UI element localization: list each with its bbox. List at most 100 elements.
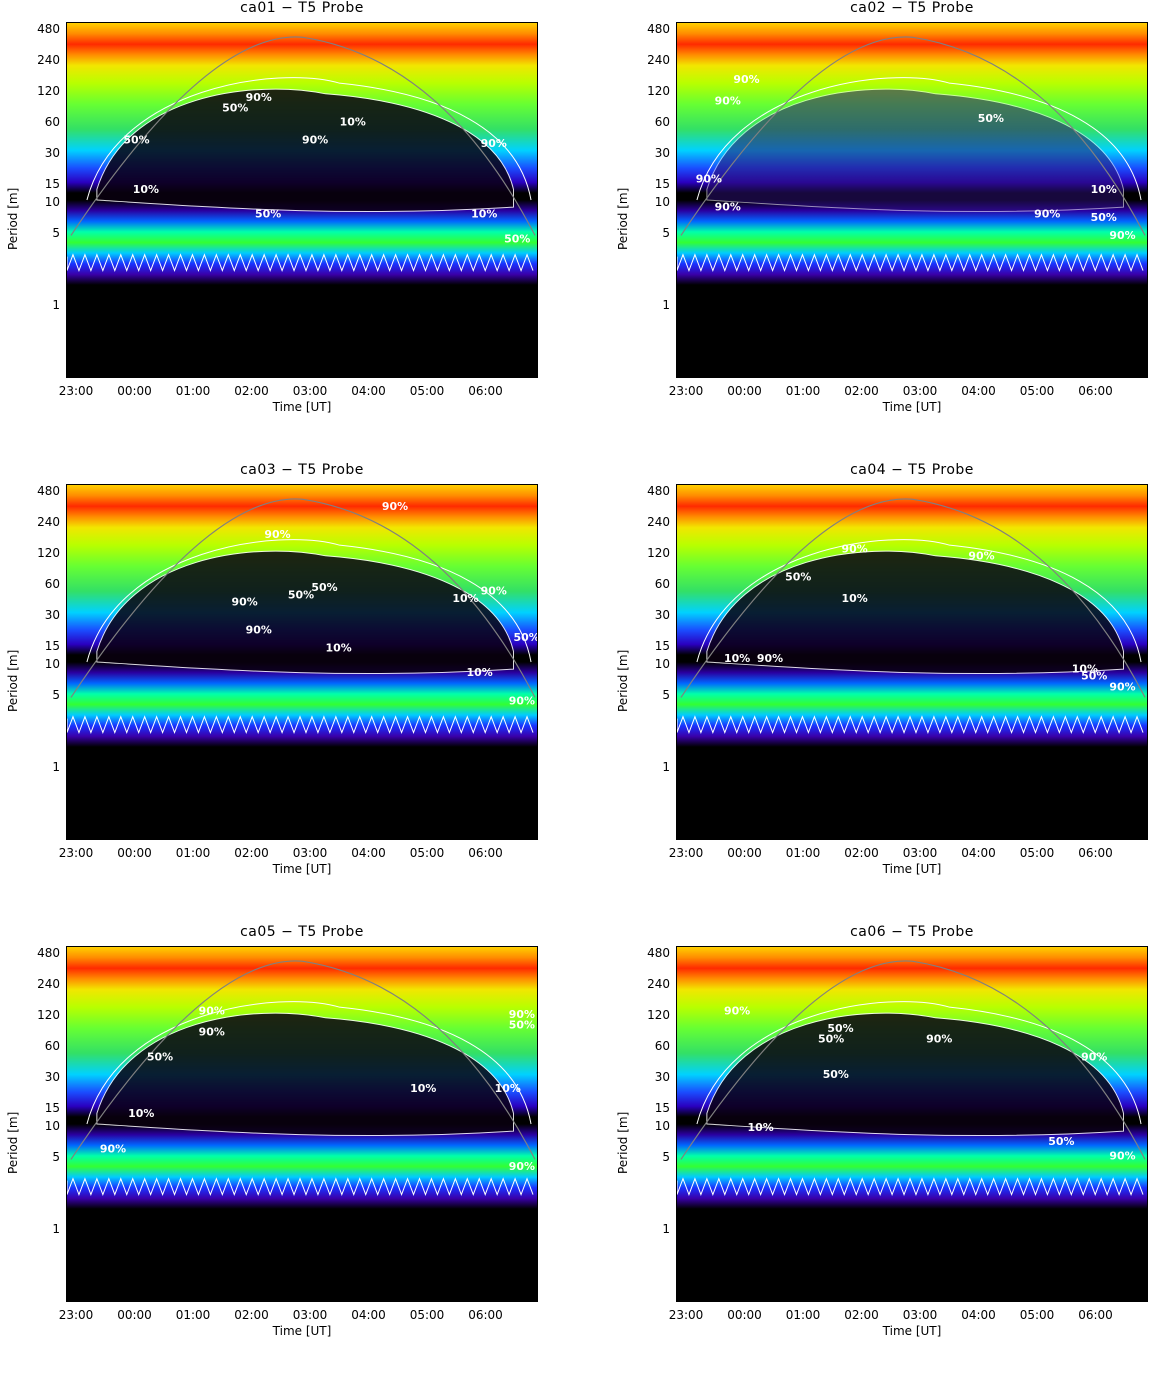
y-tick-label: 240 xyxy=(37,976,60,991)
contour-label: 90% xyxy=(715,94,741,107)
plot-area: 90%90%50%90%50%90%10%10%90%50%10%90% xyxy=(66,484,538,840)
x-axis-label: Time [UT] xyxy=(272,862,332,876)
y-tick-label: 5 xyxy=(52,1150,60,1165)
contour-label: 90% xyxy=(696,172,722,185)
x-tick-label: 23:00 xyxy=(668,1308,704,1322)
contour-label: 90% xyxy=(509,1008,535,1021)
contour-label: 50% xyxy=(222,102,248,115)
significance-contour-outer xyxy=(86,1001,532,1125)
contour-label: 90% xyxy=(264,528,290,541)
x-tick-label: 06:00 xyxy=(1078,384,1113,398)
y-axis-label: Period [m] xyxy=(616,187,630,250)
contour-label: 90% xyxy=(199,1004,225,1017)
wavelet-power-svg: 90%50%10%50% 90%10%90%50% 10%50% xyxy=(67,23,537,377)
contour-label: 90% xyxy=(842,542,868,555)
contour-label: 50% xyxy=(147,1050,173,1063)
y-tick-label: 15 xyxy=(654,638,670,653)
y-tick-label: 480 xyxy=(37,946,60,960)
x-tick-label: 05:00 xyxy=(1019,846,1055,860)
contour-label: 90% xyxy=(232,595,258,608)
wavelet-power-svg: 90%90%50%10%90%10%90%50%10%90% xyxy=(67,947,537,1301)
x-tick-label: 00:00 xyxy=(727,846,762,860)
contour-label: 10% xyxy=(326,641,352,654)
contour-label: 10% xyxy=(724,652,750,665)
x-axis-label: Time [UT] xyxy=(882,400,942,414)
y-tick-label: 30 xyxy=(654,145,670,160)
y-tick-label: 480 xyxy=(37,484,60,498)
plot-area: 90% 90% 50% 10% 90% 10% 90% 50% 10% 90% xyxy=(66,946,538,1302)
x-tick-label: 04:00 xyxy=(351,846,386,860)
contour-label: 90% xyxy=(302,133,328,146)
significance-contour xyxy=(706,550,1124,675)
contour-label: 90% xyxy=(968,549,994,562)
contour-label: 90% xyxy=(509,1160,535,1173)
cone-of-influence xyxy=(680,960,1146,1160)
contour-label: 10% xyxy=(133,183,159,196)
cone-of-influence xyxy=(70,36,536,236)
significance-contour xyxy=(706,88,1124,213)
significance-contour xyxy=(96,88,514,213)
contour-label: 50% xyxy=(823,1068,849,1081)
contour-label: 10% xyxy=(467,666,493,679)
x-tick-label: 04:00 xyxy=(961,846,996,860)
y-tick-label: 5 xyxy=(662,688,670,703)
y-tick-label: 60 xyxy=(44,114,60,129)
y-tick-label: 240 xyxy=(37,514,60,529)
noise-contour xyxy=(677,715,1144,734)
contour-label: 50% xyxy=(1091,211,1117,224)
y-tick-label: 480 xyxy=(37,22,60,36)
chart-title: ca02 − T5 Probe xyxy=(850,0,974,16)
contour-label: 90% xyxy=(757,652,783,665)
x-tick-label: 02:00 xyxy=(234,1308,269,1322)
contour-label: 90% xyxy=(1109,229,1135,242)
wavelet-panel-2: ca02 − T5 Probe 90% 90% 50% 90% 90% 10% 90% 50% 9… xyxy=(610,0,1152,460)
x-tick-label: 03:00 xyxy=(292,1308,328,1322)
y-tick-label: 240 xyxy=(647,976,670,991)
contour-label: 90% xyxy=(715,201,741,214)
contour-label: 90% xyxy=(481,585,507,598)
x-tick-label: 01:00 xyxy=(785,846,821,860)
y-tick-label: 1 xyxy=(52,1222,60,1236)
wavelet-panel-5: ca05 − T5 Probe 90% 90% 50% 10% 90% 10% 90% 50% 1… xyxy=(0,924,576,1384)
x-tick-label: 02:00 xyxy=(234,846,269,860)
x-tick-label: 23:00 xyxy=(58,846,94,860)
significance-contour-outer xyxy=(86,539,532,663)
contour-label: 90% xyxy=(382,500,408,513)
contour-label: 90% xyxy=(246,624,272,637)
wavelet-panel-1: ca01 − T5 Probe 90% 50% 10% 50% 90% 10% 90% 50% 1… xyxy=(0,0,576,460)
y-tick-label: 1 xyxy=(52,760,60,774)
x-tick-label: 06:00 xyxy=(468,1308,503,1322)
x-tick-label: 03:00 xyxy=(902,384,938,398)
y-tick-label: 1 xyxy=(662,1222,670,1236)
x-tick-label: 01:00 xyxy=(785,384,821,398)
x-tick-label: 00:00 xyxy=(727,384,762,398)
x-tick-label: 02:00 xyxy=(844,846,879,860)
y-tick-label: 5 xyxy=(662,226,670,241)
y-tick-label: 60 xyxy=(654,1038,670,1053)
y-tick-label: 120 xyxy=(37,545,60,560)
plot-area: 90% 90% 50% 90% 90% 10% 90% 50% 90% xyxy=(676,22,1148,378)
plot-area: 90% 50% 50% 90% 50% 90% 10% 50% 90% xyxy=(676,946,1148,1302)
contour-label: 90% xyxy=(1109,1149,1135,1162)
y-tick-label: 30 xyxy=(44,1069,60,1084)
contour-label: 90% xyxy=(733,73,759,86)
chart-title: ca06 − T5 Probe xyxy=(850,924,974,940)
y-tick-label: 15 xyxy=(44,638,60,653)
x-tick-label: 03:00 xyxy=(902,846,938,860)
plot-area: 90% 90% 50% 10% 10% 90% 10% 50% 90% xyxy=(676,484,1148,840)
y-axis-label: Period [m] xyxy=(616,649,630,712)
cone-of-influence xyxy=(680,498,1146,698)
wavelet-panel-4: ca04 − T5 Probe 90% 90% 50% 10% 10% 90% 10% 50% 9… xyxy=(610,462,1152,922)
x-tick-label: 04:00 xyxy=(351,1308,386,1322)
x-tick-label: 03:00 xyxy=(292,846,328,860)
x-tick-label: 01:00 xyxy=(785,1308,821,1322)
y-tick-label: 1 xyxy=(52,298,60,312)
y-tick-label: 10 xyxy=(44,1119,60,1134)
contour-label: 90% xyxy=(1109,680,1135,693)
x-tick-label: 02:00 xyxy=(844,1308,879,1322)
contour-label: 50% xyxy=(785,571,811,584)
contour-label: 10% xyxy=(495,1082,521,1095)
cone-of-influence xyxy=(680,36,1146,236)
y-tick-label: 10 xyxy=(654,195,670,210)
x-tick-label: 06:00 xyxy=(1078,1308,1113,1322)
